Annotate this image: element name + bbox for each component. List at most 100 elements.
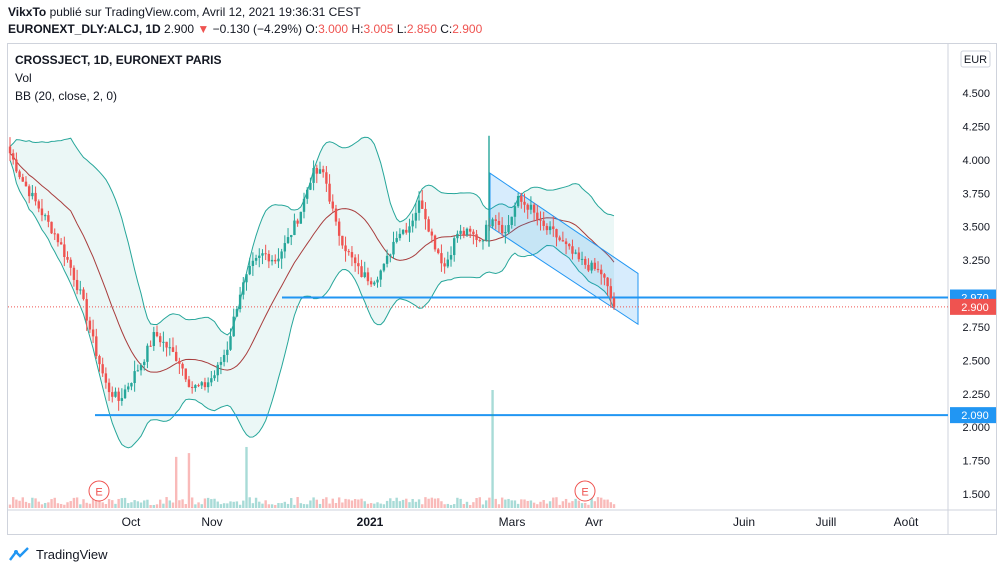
candle-body: [155, 332, 159, 337]
volume-bar: [555, 497, 558, 508]
earnings-marker-label: E: [95, 487, 102, 499]
volume-bar: [478, 497, 481, 508]
candle-body: [184, 368, 187, 380]
volume-bar: [552, 497, 555, 508]
candle-body: [510, 216, 513, 225]
volume-bar: [465, 501, 469, 508]
author-name[interactable]: VikxTo: [8, 5, 47, 19]
volume-bar: [318, 503, 322, 508]
volume-bar: [280, 503, 283, 508]
close-label: C:: [440, 22, 453, 36]
candle-body: [456, 233, 459, 239]
candle-body: [85, 299, 88, 321]
volume-bar: [267, 504, 271, 508]
volume-bar: [584, 502, 587, 508]
candle-body: [274, 259, 277, 262]
volume-bar: [587, 504, 590, 508]
candle-body: [494, 219, 497, 221]
symbol-line: EURONEXT_DLY:ALCJ, 1D 2.900 ▼ −0.130 (−4…: [8, 22, 482, 36]
candle-body: [440, 253, 443, 264]
candle-body: [120, 398, 124, 401]
candle-body: [59, 242, 63, 245]
price-tick-label: 4.250: [962, 121, 990, 133]
volume-bar: [235, 501, 239, 508]
candle-body: [408, 226, 411, 233]
candle-body: [210, 378, 213, 383]
volume-bar: [27, 503, 31, 508]
volume-bar: [536, 504, 539, 508]
volume-bar: [542, 500, 545, 508]
candle-body: [130, 383, 133, 387]
candle-body: [385, 255, 389, 264]
volume-bar: [468, 504, 472, 508]
volume-bar: [254, 497, 258, 508]
candle-body: [504, 232, 507, 234]
volume-bar: [571, 501, 574, 508]
candle-body: [82, 289, 85, 300]
volume-bar: [437, 498, 440, 508]
candle-body: [360, 266, 363, 278]
candle-body: [43, 215, 47, 217]
bollinger-legend[interactable]: BB (20, close, 2, 0): [15, 89, 118, 103]
volume-bar: [21, 497, 24, 508]
candle-body: [376, 279, 379, 283]
candle-body: [353, 257, 357, 264]
volume-bar: [197, 502, 200, 508]
candle-body: [526, 204, 529, 210]
chart-frame: [7, 43, 997, 535]
candle-body: [98, 356, 101, 365]
candle-body: [270, 259, 274, 262]
volume-bar: [392, 500, 395, 508]
volume-bar: [494, 498, 497, 508]
volume-bar: [446, 503, 450, 508]
volume-bar: [75, 497, 79, 508]
volume-bar: [120, 498, 124, 508]
volume-bar: [603, 499, 606, 508]
volume-bar: [15, 499, 18, 508]
candle-body: [104, 373, 108, 383]
price-tick-label: 3.250: [962, 255, 990, 267]
candle-body: [411, 220, 414, 227]
candle-body: [114, 391, 117, 397]
volume-bar: [488, 497, 491, 508]
tradingview-brand[interactable]: TradingView: [8, 546, 108, 562]
volume-bar: [213, 498, 216, 508]
open-label: O:: [305, 22, 319, 36]
volume-bar: [248, 497, 251, 508]
volume-bar: [219, 504, 223, 508]
volume-bar: [149, 504, 152, 508]
candle-body: [47, 215, 50, 222]
candle-body: [174, 351, 178, 361]
candle-body: [127, 386, 130, 390]
volume-bar: [580, 503, 584, 508]
volume-bar: [184, 504, 187, 508]
volume-bar: [238, 504, 242, 508]
candle-body: [459, 230, 462, 234]
volume-bar: [344, 498, 347, 508]
volume-bar: [430, 497, 434, 508]
volume-legend[interactable]: Vol: [15, 71, 32, 85]
candle-body: [395, 238, 398, 242]
candle-body: [101, 364, 104, 374]
candle-body: [347, 251, 350, 253]
candle-body: [171, 347, 175, 352]
price-tick-label: 2.250: [962, 389, 990, 401]
volume-bar: [56, 503, 60, 508]
candle-body: [133, 371, 136, 384]
volume-bar: [523, 499, 526, 508]
volume-bar: [11, 497, 15, 508]
candle-body: [79, 289, 82, 291]
volume-bar: [491, 390, 494, 508]
volume-bar: [34, 498, 37, 508]
volume-bar: [59, 503, 63, 508]
volume-bar: [146, 499, 149, 508]
volume-bar: [385, 500, 389, 508]
volume-bar: [306, 504, 309, 508]
volume-bar: [107, 499, 111, 508]
volume-bar: [79, 504, 82, 508]
candle-body: [261, 253, 264, 256]
candle-body: [219, 361, 223, 365]
volume-bar: [187, 453, 191, 508]
volume-bar: [376, 502, 379, 508]
